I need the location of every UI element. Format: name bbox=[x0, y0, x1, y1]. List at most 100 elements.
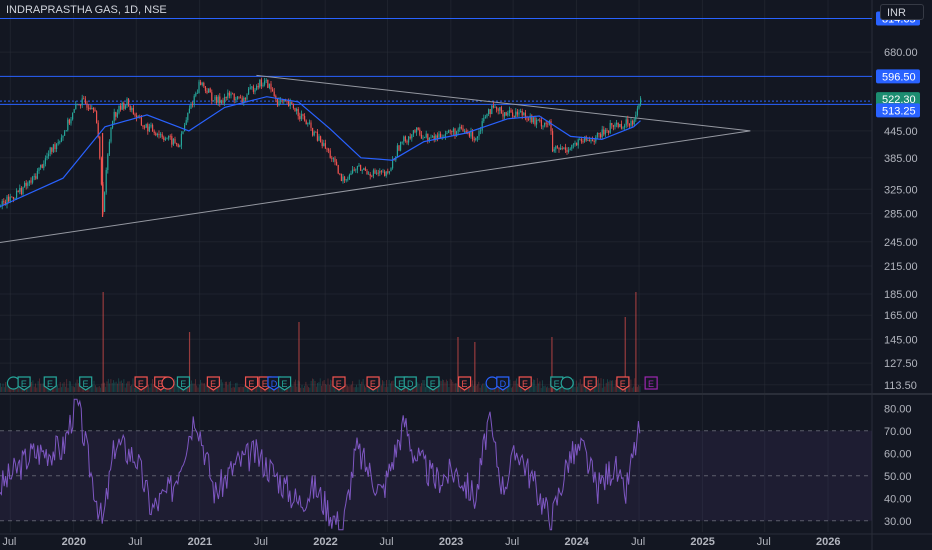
candle-body bbox=[203, 82, 205, 87]
volume-bar bbox=[175, 380, 177, 392]
volume-bar bbox=[614, 380, 616, 392]
volume-bar bbox=[189, 384, 191, 392]
candle-body bbox=[313, 131, 315, 136]
volume-bar bbox=[577, 386, 578, 392]
price-tick-label: 165.00 bbox=[884, 310, 918, 322]
time-tick-label: Jul bbox=[254, 536, 268, 548]
volume-bar bbox=[111, 383, 113, 392]
volume-bar bbox=[419, 386, 421, 392]
earnings-event-icon bbox=[426, 376, 440, 391]
volume-bar bbox=[305, 381, 307, 392]
candle-body bbox=[299, 116, 301, 120]
candle-body bbox=[361, 169, 363, 171]
candle-body bbox=[260, 79, 262, 87]
candle-body bbox=[332, 158, 334, 160]
candle-body bbox=[502, 113, 504, 117]
candle-body bbox=[305, 120, 307, 125]
volume-bar bbox=[574, 387, 576, 392]
volume-bar bbox=[58, 387, 60, 392]
volume-bar bbox=[296, 386, 298, 392]
candle-body bbox=[440, 133, 442, 139]
candle-body bbox=[105, 169, 107, 193]
volume-bar bbox=[237, 387, 239, 392]
candle-body bbox=[115, 111, 117, 117]
volume-bar bbox=[122, 382, 123, 392]
candle-body bbox=[459, 126, 461, 130]
volume-bar bbox=[80, 387, 82, 392]
candle-body bbox=[572, 144, 574, 146]
time-tick-label: 2023 bbox=[439, 536, 463, 548]
candle-body bbox=[187, 112, 189, 121]
candle-body bbox=[628, 123, 630, 126]
volume-bar bbox=[317, 382, 318, 392]
candle-body bbox=[80, 104, 82, 106]
price-tick-label: 385.00 bbox=[884, 153, 918, 165]
volume-bar bbox=[529, 385, 530, 392]
candle-body bbox=[537, 119, 539, 121]
candle-body bbox=[214, 96, 216, 101]
candle-body bbox=[425, 133, 427, 138]
volume-bar bbox=[387, 386, 389, 392]
volume-spike bbox=[188, 332, 191, 392]
candle-body bbox=[568, 149, 570, 153]
volume-bar bbox=[544, 385, 546, 392]
volume-bar bbox=[397, 386, 399, 392]
candle-body bbox=[430, 137, 432, 139]
candle-body bbox=[156, 134, 158, 136]
rsi-line bbox=[0, 398, 641, 531]
volume-bar bbox=[466, 387, 468, 392]
volume-bar bbox=[396, 385, 398, 392]
candle-body bbox=[272, 89, 274, 92]
volume-bar bbox=[293, 381, 295, 392]
volume-bar bbox=[269, 387, 270, 392]
volume-bar bbox=[288, 387, 290, 392]
volume-bar bbox=[325, 384, 326, 392]
volume-spike bbox=[635, 292, 637, 392]
candle-body bbox=[348, 174, 350, 179]
volume-bar bbox=[297, 380, 299, 392]
candle-body bbox=[451, 131, 453, 133]
volume-bar bbox=[292, 385, 294, 392]
volume-bar bbox=[416, 383, 417, 392]
volume-bar bbox=[153, 383, 155, 392]
candle-body bbox=[355, 169, 357, 171]
candle-body bbox=[268, 83, 270, 88]
volume-bar bbox=[59, 382, 61, 392]
currency-button[interactable]: INR bbox=[880, 4, 924, 20]
volume-bar bbox=[28, 385, 30, 392]
volume-bar bbox=[575, 380, 577, 392]
candle-body bbox=[230, 93, 232, 96]
volume-bar bbox=[440, 381, 442, 392]
candle-body bbox=[604, 129, 606, 135]
volume-bar bbox=[633, 386, 634, 392]
price-tick-label: 285.00 bbox=[884, 209, 918, 221]
candle-body bbox=[560, 147, 562, 150]
volume-bar bbox=[200, 379, 201, 392]
candle-body bbox=[160, 134, 162, 136]
volume-bar bbox=[330, 379, 331, 392]
volume-bar bbox=[227, 385, 229, 392]
candle-body bbox=[396, 145, 398, 157]
candle-body bbox=[67, 119, 69, 131]
volume-bar bbox=[546, 387, 547, 392]
candle-body bbox=[486, 114, 488, 117]
event-label: E bbox=[82, 379, 88, 389]
volume-bar bbox=[322, 381, 324, 392]
volume-bar bbox=[344, 384, 346, 392]
volume-bar bbox=[531, 382, 533, 392]
candle-body bbox=[108, 141, 110, 155]
candle-body bbox=[616, 122, 618, 125]
candle-body bbox=[483, 117, 485, 122]
volume-bar bbox=[123, 379, 125, 392]
candle-body bbox=[222, 100, 224, 103]
candle-body bbox=[384, 171, 386, 176]
candle-body bbox=[556, 146, 558, 148]
candle-body bbox=[353, 169, 355, 171]
candle-body bbox=[592, 139, 594, 142]
candle-body bbox=[280, 100, 282, 102]
volume-bar bbox=[455, 383, 456, 392]
candle-body bbox=[232, 93, 234, 95]
candle-body bbox=[188, 108, 190, 113]
candle-body bbox=[52, 144, 54, 152]
